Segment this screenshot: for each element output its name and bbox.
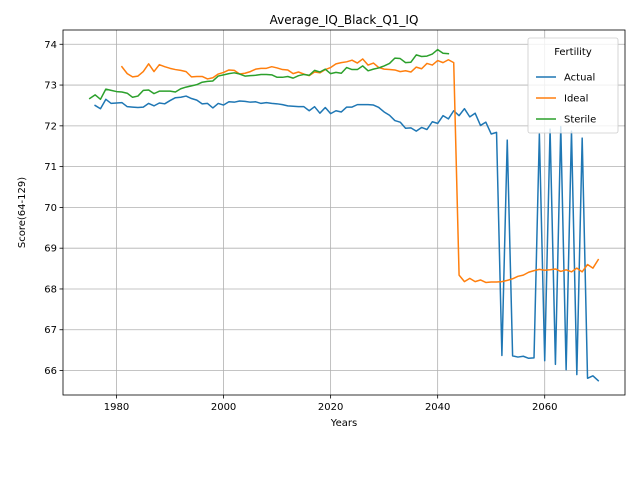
x-tick-label: 2040 bbox=[425, 402, 450, 413]
y-tick-label: 70 bbox=[44, 203, 57, 214]
y-tick-label: 74 bbox=[44, 40, 57, 51]
y-tick-label: 69 bbox=[44, 244, 57, 255]
y-tick-label: 67 bbox=[44, 325, 57, 336]
series-line-sterile bbox=[88, 48, 450, 101]
x-tick-label: 2020 bbox=[318, 402, 343, 413]
axis-ticks: 1980 2000 2020 2040 2060 66 67 68 69 70 71 72 73 74 bbox=[44, 40, 557, 413]
series-line-actual bbox=[94, 95, 600, 382]
x-tick-label: 2000 bbox=[211, 402, 236, 413]
series-line-ideal bbox=[120, 58, 600, 284]
y-tick-label: 71 bbox=[44, 162, 57, 173]
y-tick-label: 72 bbox=[44, 121, 57, 132]
chart-title: Average_IQ_Black_Q1_IQ bbox=[270, 13, 419, 27]
legend: Fertility Actual Ideal Sterile bbox=[527, 37, 619, 134]
x-tick-label: 1980 bbox=[104, 402, 129, 413]
grid bbox=[63, 30, 625, 395]
legend-label-actual: Actual bbox=[564, 73, 595, 84]
legend-title: Fertility bbox=[554, 47, 592, 58]
x-tick-label: 2060 bbox=[532, 402, 557, 413]
y-axis-label: Score(64-129) bbox=[17, 177, 28, 248]
legend-label-sterile: Sterile bbox=[564, 115, 596, 126]
series-lines bbox=[88, 48, 600, 382]
x-axis-label: Years bbox=[330, 418, 357, 429]
y-tick-label: 66 bbox=[44, 366, 57, 377]
y-tick-label: 73 bbox=[44, 81, 57, 92]
y-tick-label: 68 bbox=[44, 284, 57, 295]
legend-label-ideal: Ideal bbox=[564, 94, 588, 105]
plot-area-frame bbox=[62, 29, 626, 396]
legend-entries: Actual Ideal Sterile bbox=[536, 73, 596, 126]
legend-frame bbox=[527, 37, 619, 134]
